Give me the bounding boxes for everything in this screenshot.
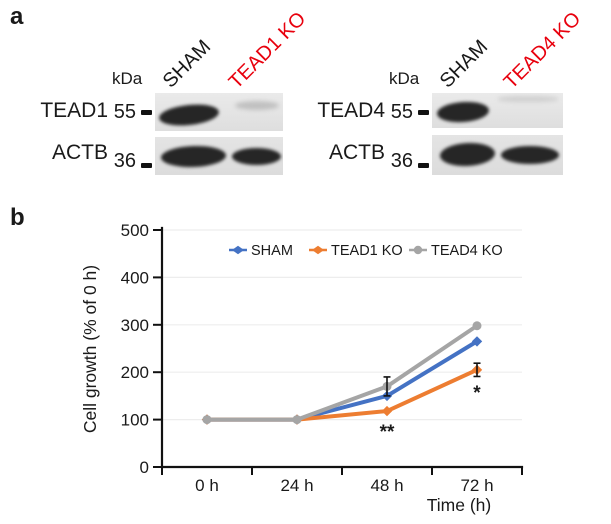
legend-label: TEAD1 KO [331,243,403,259]
protein-label-tead4: TEAD4 [317,99,385,122]
mw-tick-55-left [141,110,152,115]
y-tick-labels: 0 100 200 300 400 500 [121,221,149,477]
blot-tead4 [432,93,563,128]
band-tead4-ko-ultrafaint [498,96,558,102]
mw-label-36-right: 36 [390,150,413,172]
svg-text:48 h: 48 h [370,476,403,495]
mw-tick-36-right [418,163,429,168]
svg-text:72 h: 72 h [460,476,493,495]
marker-diamond [471,336,483,347]
chart-legend: SHAM TEAD1 KO TEAD4 KO [229,243,503,259]
legend-label: SHAM [251,243,293,259]
x-axis-title: Time (h) [427,495,492,515]
svg-text:0 h: 0 h [195,476,219,495]
svg-text:24 h: 24 h [280,476,313,495]
legend-label: TEAD4 KO [431,243,503,259]
protein-label-tead1: TEAD1 [40,99,108,122]
mw-label-36-left: 36 [113,150,136,172]
svg-text:200: 200 [121,363,149,382]
blot-actb-right [432,135,563,175]
y-axis-title: Cell growth (% of 0 h) [80,265,100,433]
marker-circle [202,415,212,425]
band-tead1-ko-faint [235,101,279,110]
svg-text:400: 400 [121,268,149,287]
svg-text:500: 500 [121,221,149,240]
panel-a-label: a [10,3,24,30]
blot-tead1 [155,93,283,131]
significance-marker: * [473,383,481,404]
svg-text:300: 300 [121,316,149,335]
significance-annotations: *** [380,383,482,443]
kda-label-left: kDa [112,69,143,88]
x-tick-labels: 0 h 24 h 48 h 72 h [195,476,493,495]
marker-circle [472,321,482,331]
protein-label-actb-right: ACTB [328,141,385,164]
significance-marker: ** [380,422,395,443]
mw-label-55-right: 55 [390,101,413,123]
kda-label-right: kDa [389,69,420,88]
legend-marker [413,245,423,255]
error-bars [383,362,481,397]
mw-label-55-left: 55 [113,101,136,123]
marker-diamond [381,405,393,417]
band-actb-ko-left [232,148,281,165]
protein-label-actb-left: ACTB [51,141,108,164]
mw-tick-55-right [418,110,429,115]
mw-tick-36-left [141,163,152,168]
chart-axes [153,226,524,475]
series-tead1-ko [201,364,483,425]
panel-b-label: b [10,204,25,231]
band-actb-ko-right [501,146,559,164]
marker-circle [292,415,302,425]
legend-marker [232,245,244,255]
blot-actb-left [155,137,283,175]
svg-text:0: 0 [140,458,149,477]
legend-marker [312,245,324,255]
svg-text:100: 100 [121,411,149,430]
